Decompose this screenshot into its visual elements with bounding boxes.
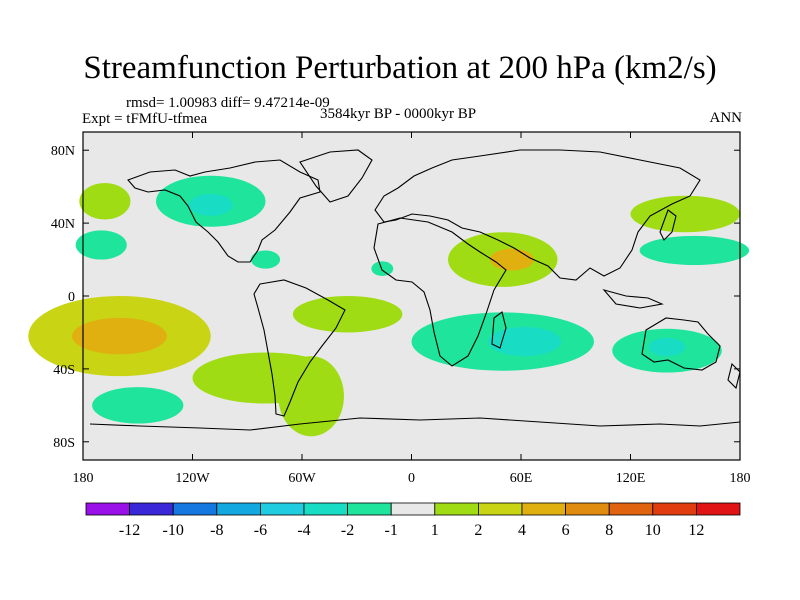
colorbar-label-3: -6 [254, 522, 267, 539]
colorbar-label-11: 8 [605, 522, 613, 539]
x-tick-label-2: 60W [288, 471, 316, 486]
colorbar-swatch-10 [521, 502, 566, 516]
colorbar-label-9: 4 [518, 522, 526, 539]
x-tick-label-0: 180 [73, 471, 94, 486]
y-tick-label-3: 40S [53, 363, 75, 378]
colorbar-swatch-5 [303, 502, 348, 516]
colorbar-swatch-4 [259, 502, 305, 516]
colorbar-swatch-13 [652, 502, 697, 516]
x-tick-label-4: 60E [510, 471, 533, 486]
colorbar-swatch-8 [434, 502, 479, 516]
contour-region-1 [72, 317, 167, 355]
colorbar-swatch-2 [172, 502, 218, 516]
colorbar-label-13: 12 [688, 522, 704, 539]
x-tick-label-3: 0 [408, 471, 415, 486]
colorbar-label-4: -4 [297, 522, 310, 539]
europe-asia-coast [374, 149, 701, 281]
x-tick-label-5: 120E [616, 471, 646, 486]
contour-region-8 [79, 183, 131, 220]
contour-region-19 [639, 235, 750, 266]
contour-region-7 [188, 193, 233, 216]
contour-region-9 [75, 230, 127, 260]
colorbar-label-5: -2 [341, 522, 354, 539]
x-tick-label-1: 120W [175, 471, 210, 486]
x-axis: 180 120W 60W 0 60E 120E 180 [73, 132, 751, 486]
colorbar-label-7: 1 [431, 522, 439, 539]
contour-region-10 [250, 250, 281, 269]
south-america-coast [253, 279, 346, 417]
colorbar-label-6: -1 [385, 522, 398, 539]
season-label: ANN [709, 110, 743, 126]
rmsd-stats: rmsd= 1.00983 diff= 9.47214e-09 [126, 95, 330, 111]
contour-region-17 [648, 337, 686, 357]
colorbar-swatch-1 [129, 502, 174, 516]
colorbar-swatch-7 [390, 502, 436, 516]
x-tick-label-6: 180 [730, 471, 751, 486]
experiment-label: Expt = tFMfU-tfmea [82, 111, 208, 127]
australia-coast [641, 317, 721, 371]
contour-regions [28, 175, 750, 437]
y-axis: 80N 40N 0 40S 80S [51, 144, 740, 451]
y-tick-label-0: 80N [51, 144, 75, 159]
japan-coast [659, 209, 677, 241]
contour-region-13 [489, 248, 534, 271]
colorbar-label-2: -8 [210, 522, 223, 539]
y-tick-label-1: 40N [51, 217, 75, 232]
colorbar-label-1: -10 [163, 522, 184, 539]
colorbar-label-8: 2 [474, 522, 482, 539]
africa-coast [373, 217, 507, 367]
contour-region-5 [92, 387, 184, 424]
y-tick-label-2: 0 [68, 290, 75, 305]
colorbar-swatch-11 [565, 502, 610, 516]
period-label: 3584kyr BP - 0000kyr BP [320, 106, 477, 122]
north-america-coast [127, 159, 321, 263]
chart-title: Streamfunction Perturbation at 200 hPa (… [83, 50, 717, 86]
contour-region-11 [371, 261, 394, 276]
colorbar-label-10: 6 [562, 522, 570, 539]
contour-region-4 [292, 296, 403, 333]
greenland-coast [299, 149, 373, 203]
contour-region-18 [630, 195, 740, 233]
contour-region-15 [488, 326, 562, 357]
indonesia-coast [602, 288, 664, 309]
colorbar-label-12: 10 [645, 522, 661, 539]
colorbar: -12 -10 -8 -6 -4 -2 -1 1 2 4 6 8 10 12 [85, 502, 741, 539]
colorbar-swatch-3 [216, 502, 261, 516]
colorbar-swatch-14 [696, 502, 741, 516]
colorbar-swatch-6 [347, 502, 392, 516]
coastlines [89, 149, 741, 431]
colorbar-swatch-12 [608, 502, 654, 516]
antarctica-coast [89, 417, 741, 431]
contour-region-3 [278, 356, 344, 437]
colorbar-label-0: -12 [119, 522, 140, 539]
colorbar-swatch-0 [85, 502, 130, 516]
madagascar-coast [491, 311, 507, 349]
y-tick-label-4: 80S [53, 436, 75, 451]
colorbar-swatch-9 [477, 502, 523, 516]
